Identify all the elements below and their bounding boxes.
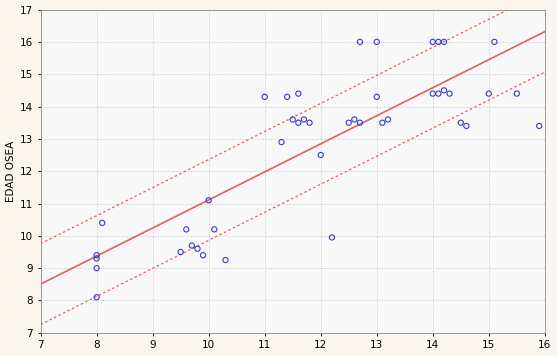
Point bbox=[92, 256, 101, 261]
Point bbox=[98, 220, 107, 226]
Point bbox=[355, 120, 364, 126]
Point bbox=[428, 91, 437, 96]
Point bbox=[92, 252, 101, 258]
Point bbox=[434, 39, 443, 45]
Point bbox=[210, 226, 219, 232]
Point bbox=[445, 91, 454, 96]
Point bbox=[428, 39, 437, 45]
Point bbox=[378, 120, 387, 126]
Point bbox=[485, 91, 494, 96]
Point bbox=[490, 39, 499, 45]
Point bbox=[289, 117, 297, 122]
Point bbox=[384, 117, 393, 122]
Point bbox=[328, 235, 336, 240]
Point bbox=[182, 226, 190, 232]
Point bbox=[294, 120, 303, 126]
Point bbox=[187, 243, 196, 248]
Point bbox=[282, 94, 291, 100]
Point bbox=[260, 94, 269, 100]
Point bbox=[199, 252, 208, 258]
Y-axis label: EDAD OSEA: EDAD OSEA bbox=[6, 141, 16, 202]
Point bbox=[92, 265, 101, 271]
Point bbox=[535, 123, 544, 129]
Point bbox=[350, 117, 359, 122]
Point bbox=[305, 120, 314, 126]
Point bbox=[221, 257, 230, 263]
Point bbox=[439, 39, 448, 45]
Point bbox=[372, 39, 381, 45]
Point bbox=[372, 94, 381, 100]
Point bbox=[294, 91, 303, 96]
Point bbox=[204, 198, 213, 203]
Point bbox=[344, 120, 353, 126]
Point bbox=[462, 123, 471, 129]
Point bbox=[355, 39, 364, 45]
Point bbox=[316, 152, 325, 158]
Point bbox=[277, 139, 286, 145]
Point bbox=[300, 117, 309, 122]
Point bbox=[176, 249, 185, 255]
Point bbox=[434, 91, 443, 96]
Point bbox=[439, 88, 448, 93]
Point bbox=[456, 120, 465, 126]
Point bbox=[92, 294, 101, 300]
Point bbox=[193, 246, 202, 252]
Point bbox=[512, 91, 521, 96]
